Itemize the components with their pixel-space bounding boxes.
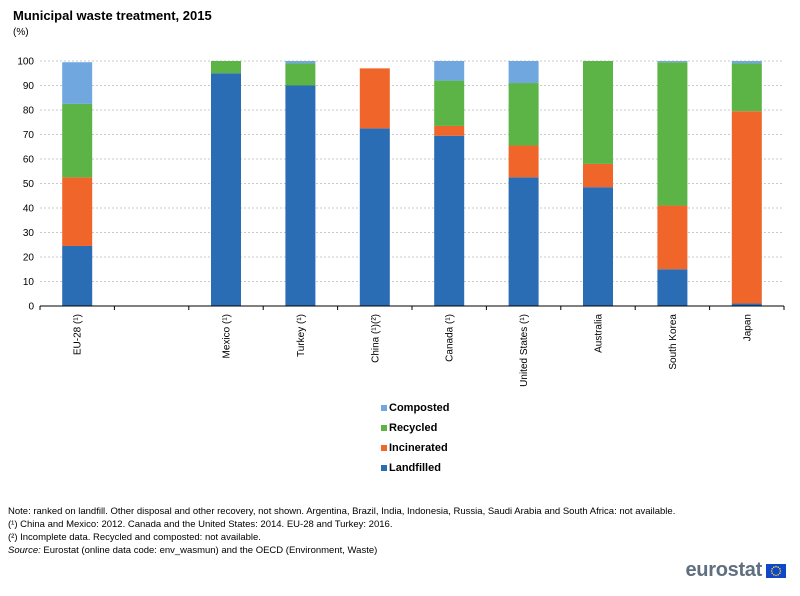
y-tick-label: 20 bbox=[23, 253, 35, 264]
bar-segment-incinerated bbox=[731, 111, 762, 304]
bar-segment-landfilled bbox=[583, 187, 613, 306]
note-line-3: (²) Incomplete data. Recycled and compos… bbox=[8, 532, 261, 543]
legend-item-recycled: Recycled bbox=[381, 418, 450, 438]
legend: Composted Recycled Incinerated Landfilled bbox=[381, 398, 450, 478]
legend-swatch bbox=[381, 405, 387, 411]
legend-swatch bbox=[381, 465, 387, 471]
bar-segment-recycled bbox=[583, 61, 613, 164]
source-text: Eurostat (online data code: env_wasmun) … bbox=[40, 545, 378, 556]
bar-segment-incinerated bbox=[359, 68, 390, 129]
source-label: Source: bbox=[8, 545, 41, 556]
bar-segment-landfilled bbox=[359, 128, 390, 306]
bar-segment-incinerated bbox=[583, 163, 613, 188]
bar-segment-recycled bbox=[285, 63, 316, 86]
note-line-2: (¹) China and Mexico: 2012. Canada and t… bbox=[8, 519, 393, 530]
y-tick-label: 50 bbox=[23, 179, 35, 190]
legend-item-landfilled: Landfilled bbox=[381, 458, 450, 478]
source-line: Source: Eurostat (online data code: env_… bbox=[8, 544, 675, 557]
legend-label: Recycled bbox=[389, 422, 438, 434]
y-tick-label: 60 bbox=[23, 155, 35, 166]
y-tick-label: 70 bbox=[23, 130, 35, 141]
bar-segment-landfilled bbox=[62, 245, 93, 306]
y-tick-label: 80 bbox=[23, 106, 35, 117]
bar-segment-composted bbox=[285, 61, 316, 64]
y-tick-label: 100 bbox=[17, 57, 34, 68]
x-tick-label: Australia bbox=[594, 314, 605, 353]
bar-segment-recycled bbox=[434, 80, 465, 126]
legend-swatch bbox=[381, 445, 387, 451]
legend-label: Incinerated bbox=[389, 442, 448, 454]
bar-segment-composted bbox=[508, 61, 539, 84]
note-line-1: Note: ranked on landfill. Other disposal… bbox=[8, 506, 676, 517]
x-tick-label: Canada (¹) bbox=[445, 314, 456, 362]
stacked-bar-chart: 0 10 20 30 40 50 60 70 80 90 100 EU-28 (¹) Mexico (¹… bbox=[17, 57, 785, 387]
legend-item-composted: Composted bbox=[381, 398, 450, 418]
y-tick-label: 0 bbox=[28, 302, 34, 313]
bars bbox=[62, 61, 762, 306]
legend-swatch bbox=[381, 425, 387, 431]
x-tick-label: EU-28 (¹) bbox=[73, 314, 84, 355]
x-tick-label: South Korea bbox=[668, 314, 679, 370]
logo-text: eurostat bbox=[685, 559, 762, 581]
footnotes: Note: ranked on landfill. Other disposal… bbox=[8, 505, 675, 557]
chart-title: Municipal waste treatment, 2015 bbox=[13, 8, 212, 23]
y-tick-label: 40 bbox=[23, 204, 35, 215]
bar-segment-landfilled bbox=[434, 135, 465, 306]
bar-segment-composted bbox=[62, 62, 93, 104]
bar-segment-recycled bbox=[211, 61, 241, 74]
y-tick-label: 30 bbox=[23, 228, 35, 239]
bar-segment-landfilled bbox=[657, 269, 688, 306]
x-tick-label: China (¹)(²) bbox=[370, 314, 381, 363]
bar-segment-recycled bbox=[657, 62, 688, 206]
x-tick-label: Mexico (¹) bbox=[222, 314, 233, 358]
bar-segment-landfilled bbox=[211, 73, 241, 306]
axes bbox=[39, 305, 785, 310]
x-tick-label: Turkey (¹) bbox=[296, 314, 307, 357]
y-tick-label: 90 bbox=[23, 81, 35, 92]
bar-segment-composted bbox=[657, 61, 688, 63]
legend-label: Composted bbox=[389, 402, 450, 414]
bar-segment-composted bbox=[434, 61, 465, 81]
bar-segment-landfilled bbox=[508, 177, 539, 306]
legend-item-incinerated: Incinerated bbox=[381, 438, 450, 458]
eurostat-logo: eurostat bbox=[685, 559, 786, 582]
y-axis-unit: (%) bbox=[13, 27, 29, 38]
bar-segment-recycled bbox=[731, 63, 762, 112]
bar-segment-incinerated bbox=[657, 205, 688, 270]
bar-segment-recycled bbox=[508, 83, 539, 146]
x-tick-label: United States (¹) bbox=[519, 314, 530, 387]
bar-segment-incinerated bbox=[434, 125, 465, 136]
y-tick-label: 10 bbox=[23, 277, 35, 288]
bar-segment-recycled bbox=[62, 103, 93, 178]
legend-label: Landfilled bbox=[389, 462, 441, 474]
bar-segment-incinerated bbox=[508, 145, 539, 178]
bar-segment-incinerated bbox=[62, 177, 93, 246]
tick-labels: 0 10 20 30 40 50 60 70 80 90 100 EU-28 (¹) Mexico (¹… bbox=[17, 57, 753, 387]
bar-segment-landfilled bbox=[285, 85, 316, 306]
bar-segment-landfilled bbox=[731, 303, 762, 306]
bar-segment-composted bbox=[731, 61, 762, 64]
eu-flag-icon bbox=[766, 563, 786, 578]
x-tick-label: Japan bbox=[742, 314, 753, 341]
